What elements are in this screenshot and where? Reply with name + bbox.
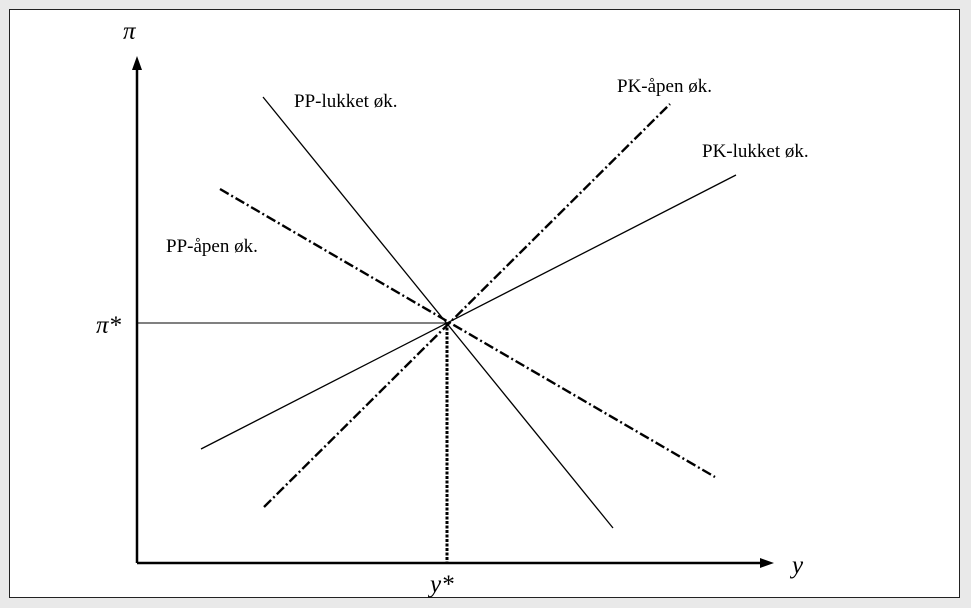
pp-closed-label: PP-lukket øk. — [294, 91, 397, 112]
pk-closed-line — [200, 174, 737, 450]
pk-open-line — [263, 103, 671, 508]
pk-open-label: PK-åpen øk. — [617, 76, 712, 97]
pk-closed-label: PK-lukket øk. — [702, 141, 809, 162]
pp-closed-line — [262, 96, 614, 529]
pi-star-label: π* — [96, 312, 122, 339]
y-axis-label: π — [123, 18, 137, 45]
y-axis-arrow — [132, 56, 142, 70]
pp-open-line — [219, 187, 716, 479]
y-star-label: y* — [427, 571, 454, 598]
x-axis-arrow — [760, 558, 774, 568]
x-axis-label: y — [789, 552, 804, 579]
pp-open-label: PP-åpen øk. — [166, 236, 258, 257]
